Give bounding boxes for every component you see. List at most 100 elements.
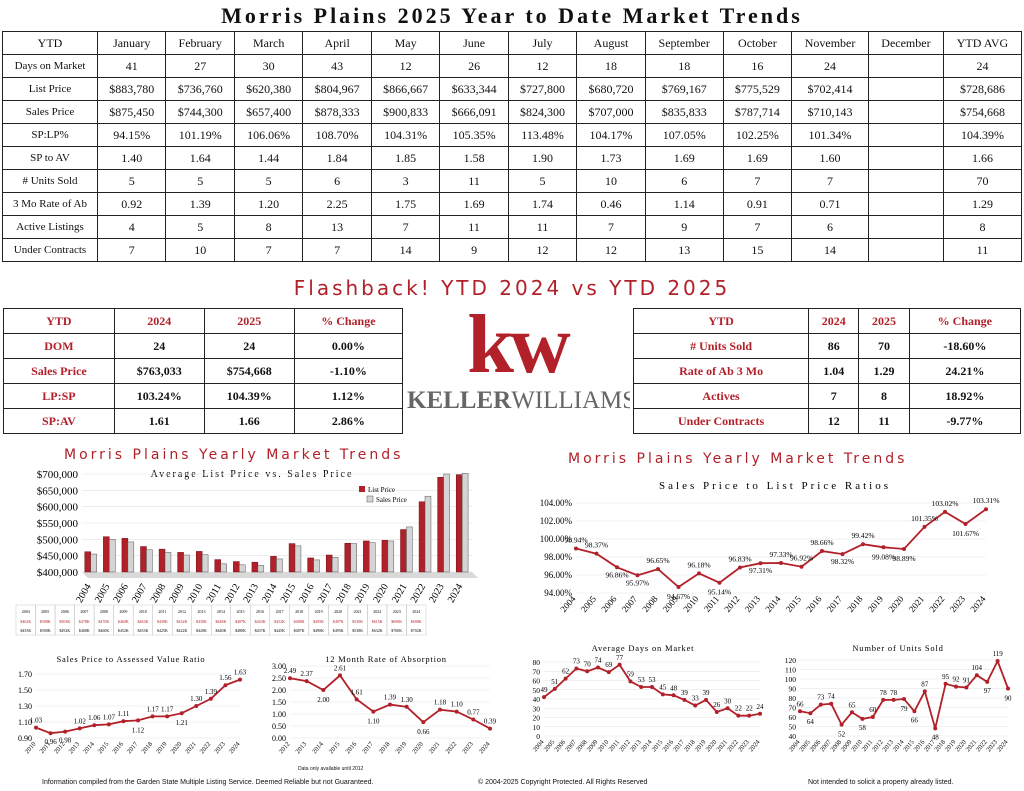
x-tick-label: 2007	[130, 582, 150, 605]
data-point	[922, 524, 927, 529]
table-row: SP to AV 1.40 1.64 1.44 1.84 1.85 1.58 1.90 1.73…	[2, 146, 1023, 170]
y-tick-label: 1.50	[18, 686, 32, 695]
y-tick-label: $650,000	[37, 485, 79, 497]
data-label: 96.65%	[646, 556, 669, 565]
ytd-cell: 9	[644, 215, 724, 239]
mini-table-year: 2012	[178, 609, 186, 614]
data-label: 91	[963, 677, 971, 685]
compare-cell: $763,033	[113, 358, 205, 384]
ytd-cell	[868, 215, 944, 239]
ytd-cell: 1.69	[722, 146, 793, 170]
mini-table-year: 2020	[334, 609, 342, 614]
x-tick-label: 2016	[111, 740, 125, 755]
y-tick-label: $600,000	[37, 502, 79, 514]
data-point	[194, 704, 199, 708]
data-label: 95	[942, 673, 950, 681]
mini-table-year: 2017	[276, 609, 284, 614]
ytd-cell: $754,668	[942, 100, 1023, 124]
ytd-cell: $883,780	[96, 77, 167, 101]
ytd-cell: 7	[576, 215, 646, 239]
ytd-row-label: Active Listings	[2, 215, 98, 239]
data-point	[615, 565, 619, 570]
x-tick-label: 2023	[213, 741, 227, 755]
data-point	[1006, 686, 1010, 691]
table-row: 3 Mo Rate of Ab 0.92 1.39 1.20 2.25 1.75 1.69 1…	[2, 192, 1023, 216]
table-row: Rate of Ab 3 Mo 1.04 1.29 24.21%	[632, 358, 1022, 384]
x-tick-label: 2021	[428, 741, 442, 755]
data-point	[574, 546, 578, 551]
ytd-cell: 101.34%	[791, 123, 869, 147]
bar-list-price	[233, 561, 240, 573]
bar-sales-price	[461, 473, 469, 573]
ytd-cell: 24	[791, 54, 869, 78]
data-point	[596, 665, 600, 670]
ytd-cell: 11	[942, 238, 1023, 262]
ytd-header-cell: November	[791, 31, 869, 55]
ytd-cell: 3	[370, 169, 441, 193]
ytd-header-cell: October	[722, 31, 793, 55]
bar-list-price	[455, 474, 463, 573]
data-point	[304, 679, 309, 684]
data-point	[639, 684, 644, 689]
mini-table-list: $432K	[177, 619, 188, 624]
bar-sales-price	[294, 545, 302, 573]
data-point	[77, 726, 82, 731]
mini-table-sales: $425K	[157, 628, 168, 633]
compare-header-cell: YTD	[632, 308, 810, 334]
x-tick-label: 2020	[886, 593, 906, 614]
compare-cell: 1.61	[113, 408, 205, 434]
data-label: 49	[541, 686, 549, 694]
data-label: 0.96	[44, 738, 57, 746]
x-tick-label: 2017	[316, 582, 336, 605]
ytd-cell: $727,800	[507, 77, 578, 101]
data-point	[860, 716, 865, 721]
x-tick-label: 2011	[702, 594, 721, 614]
data-point	[238, 677, 242, 682]
data-label: 94.67%	[667, 592, 690, 601]
compare-cell: 104.39%	[203, 383, 295, 409]
data-label: 95.97%	[626, 578, 649, 587]
bar-sales-price	[90, 553, 97, 573]
data-point	[799, 564, 804, 569]
data-point	[870, 715, 875, 719]
x-tick-label: 2013	[294, 741, 308, 755]
ytd-cell: $707,000	[576, 100, 646, 124]
compare-cell: $754,668	[203, 358, 295, 384]
mini-table-year: 2015	[237, 609, 245, 614]
mini-table-sales: $495K	[333, 628, 344, 633]
ytd-row-label: Under Contracts	[2, 238, 98, 262]
x-tick-label: 2016	[804, 593, 824, 614]
x-tick-label: 2011	[608, 739, 622, 753]
ytd-cell: 26	[439, 54, 509, 78]
ytd-cell: 15	[722, 238, 793, 262]
compare-row-label: # Units Sold	[632, 333, 810, 359]
data-point	[682, 697, 687, 702]
bar-list-price	[121, 538, 129, 573]
y-tick-label: $450,000	[37, 551, 79, 563]
x-tick-label: 2024	[446, 582, 466, 605]
ytd-cell: 18	[576, 54, 646, 78]
compare-row-label: SP:AV	[3, 408, 115, 434]
x-tick-label: 2024	[228, 740, 242, 755]
data-point	[747, 713, 752, 718]
ytd-cell: 11	[507, 215, 578, 239]
mini-table-sales: $440K	[216, 628, 227, 633]
x-tick-label: 2013	[242, 582, 262, 605]
ytd-cell: 1.20	[233, 192, 304, 216]
bar-sales-price	[350, 543, 357, 573]
x-tick-label: 2018	[140, 741, 154, 755]
ytd-row-label: 3 Mo Rate of Ab	[2, 192, 98, 216]
y-tick-label: 20	[533, 714, 541, 723]
mini-table-sales: $452K	[118, 628, 129, 633]
data-point	[829, 701, 834, 706]
ytd-cell: 13	[644, 238, 724, 262]
bar-list-price	[103, 536, 110, 573]
y-tick-label: 50	[533, 686, 541, 695]
ytd-cell: $702,414	[791, 77, 869, 101]
data-label: 59	[627, 670, 635, 678]
bar-list-price	[437, 477, 444, 573]
mini-table-list: $495K	[313, 619, 324, 624]
chart-sp-av-ratio: Sales Price to Assessed Value Ratio 0.90 1…	[18, 654, 247, 755]
bar-list-price	[418, 501, 426, 573]
data-point	[850, 710, 854, 715]
